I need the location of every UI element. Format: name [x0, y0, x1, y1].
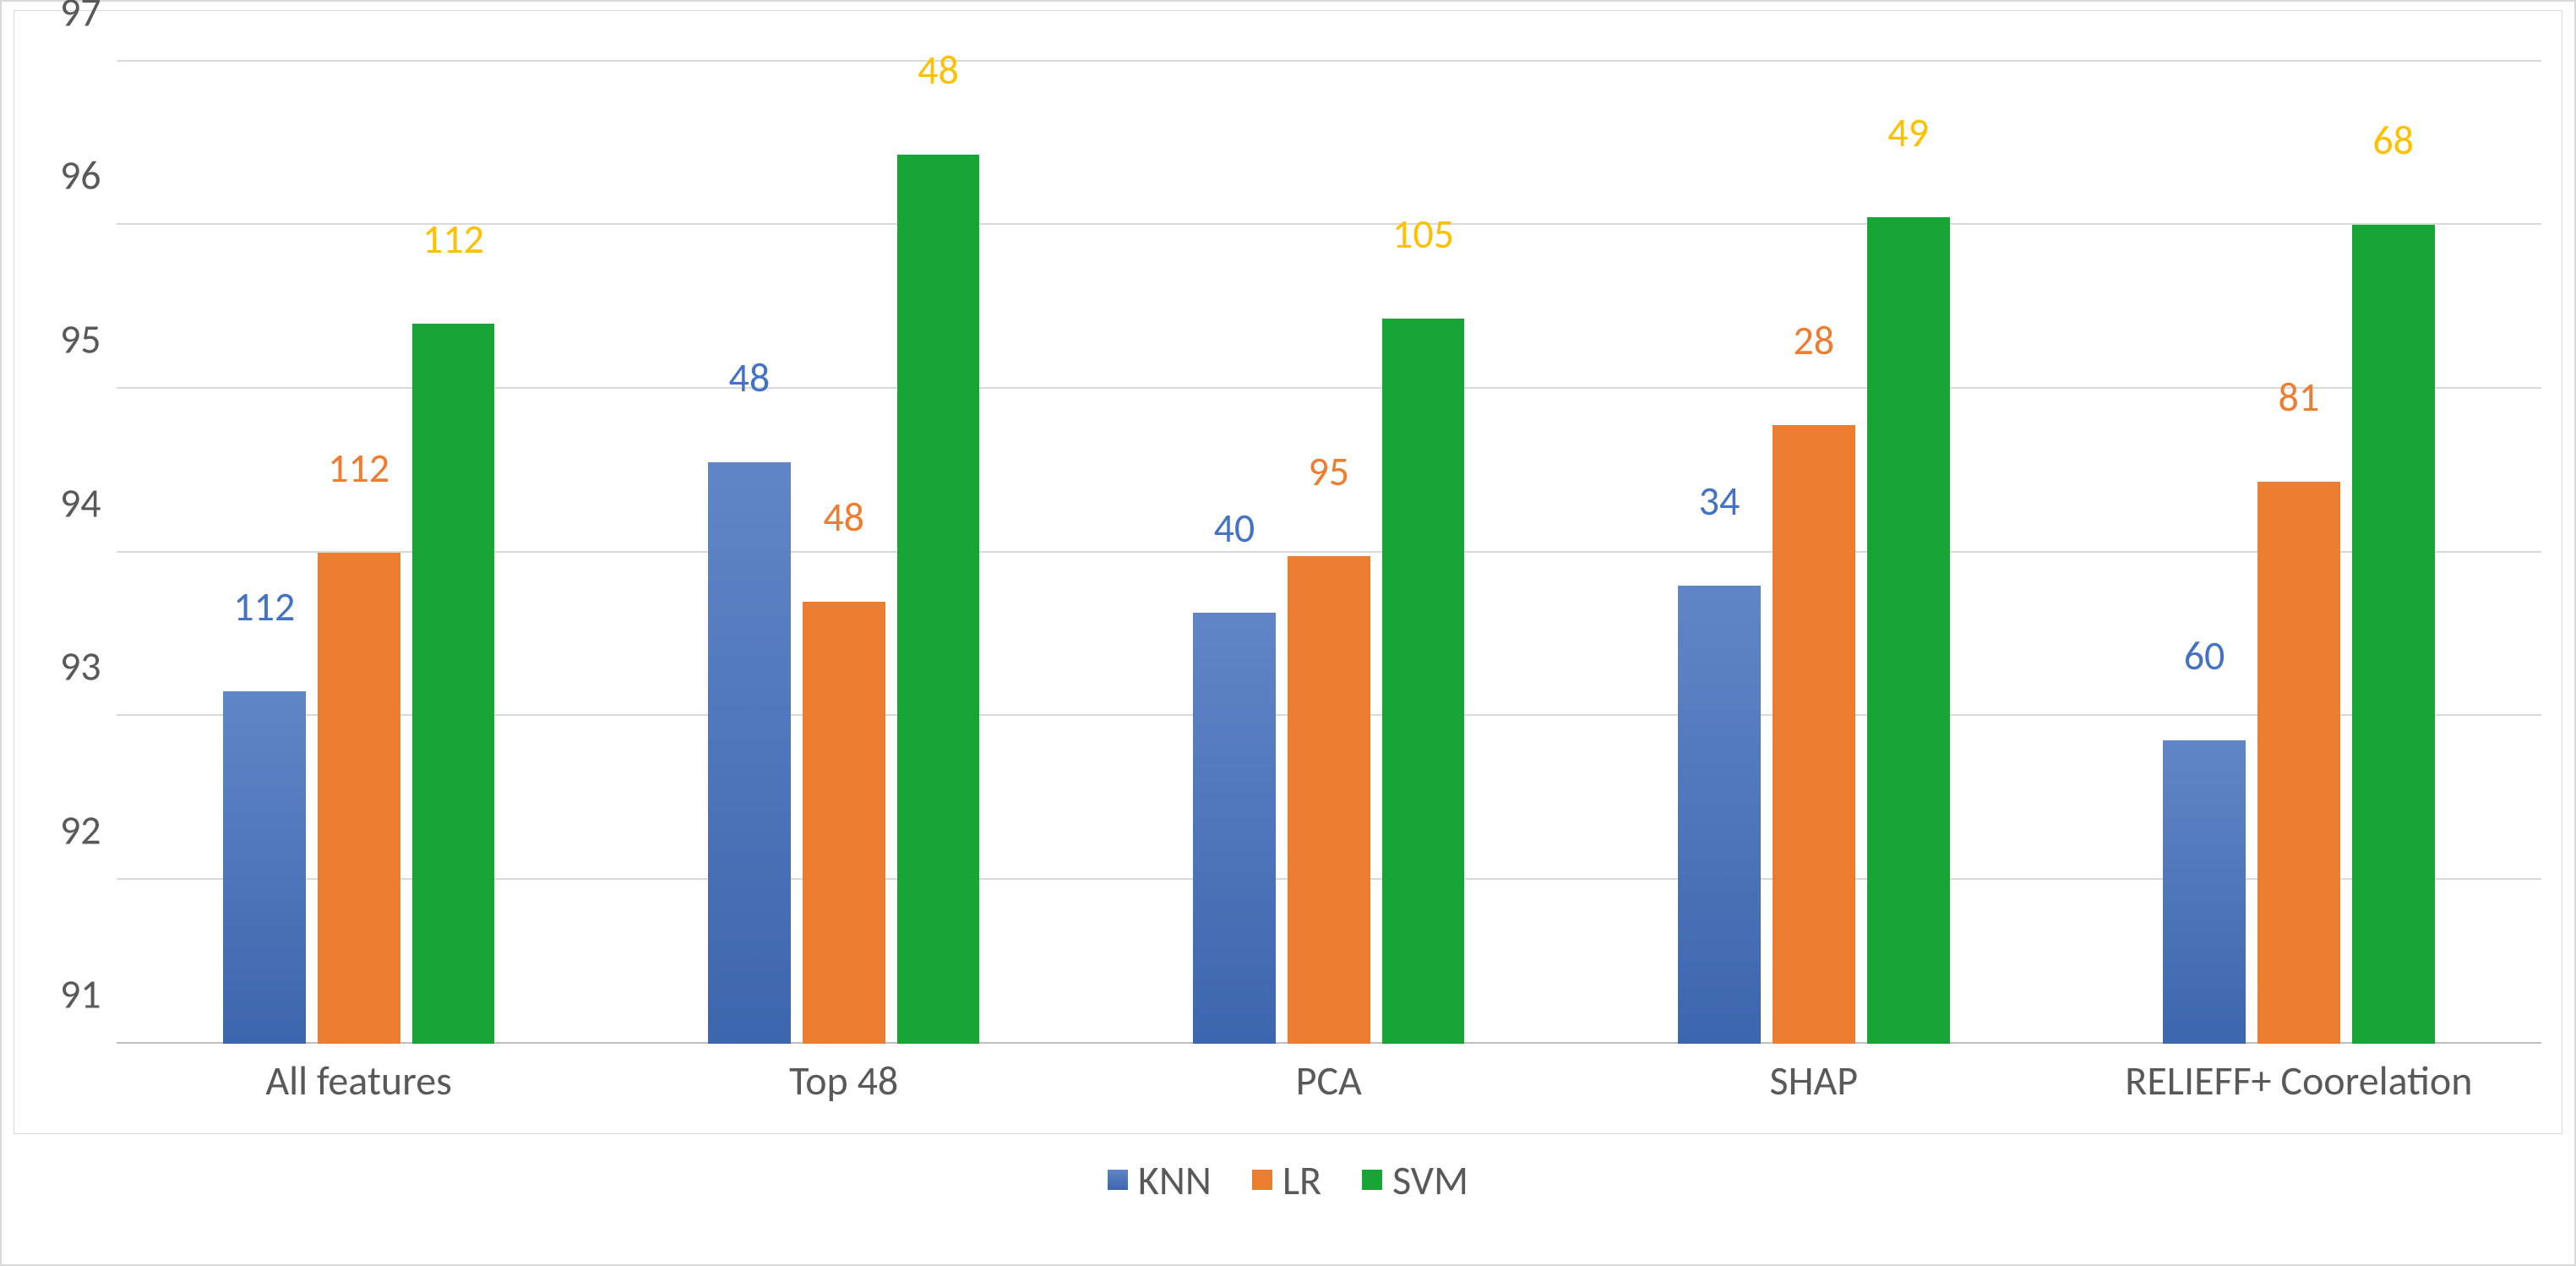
legend-swatch [1362, 1170, 1382, 1190]
data-label: 60 [2184, 630, 2225, 680]
bar-svm [412, 324, 495, 1044]
legend-item: SVM [1362, 1155, 1468, 1205]
data-label: 81 [2279, 372, 2320, 422]
bar-lr [803, 602, 885, 1044]
data-label: 49 [1887, 107, 1929, 157]
legend: KNN LR SVM [14, 1134, 2562, 1225]
bar-knn [223, 691, 306, 1043]
bar-svm [1867, 217, 1950, 1044]
legend-item: LR [1252, 1155, 1321, 1205]
y-tick-label: 97 [60, 0, 117, 36]
bar-knn [1678, 586, 1761, 1044]
legend-label: SVM [1392, 1155, 1468, 1205]
y-tick-label: 94 [60, 477, 117, 527]
bar-svm [2352, 225, 2435, 1043]
y-tick-label: 96 [60, 150, 117, 200]
y-tick-label: 92 [60, 805, 117, 855]
x-tick-label: All features [265, 1044, 452, 1105]
data-label: 95 [1308, 446, 1349, 496]
bar-knn [2163, 740, 2246, 1043]
data-label: 68 [2372, 115, 2414, 165]
data-label: 112 [422, 214, 484, 264]
y-tick-label: 93 [60, 641, 117, 691]
data-label: 48 [823, 492, 864, 542]
plot-frame: 91929394959697All features112112112Top 4… [14, 10, 2562, 1134]
chart-container: 91 92 93 94 95 96 97 All features 112 112 112 Top 4… [0, 0, 2576, 1266]
data-label: 48 [729, 352, 771, 402]
bar-svm [1382, 319, 1465, 1044]
x-tick-label: PCA [1296, 1044, 1362, 1105]
data-label: 112 [233, 581, 295, 631]
bar-svm [897, 155, 980, 1044]
bar-lr [318, 553, 400, 1044]
x-tick-label: SHAP [1770, 1044, 1859, 1105]
data-label: 40 [1214, 503, 1255, 553]
bar-lr [1288, 556, 1370, 1044]
y-tick-label: 91 [60, 969, 117, 1018]
bar-lr [2257, 482, 2340, 1043]
bar-knn [708, 462, 791, 1044]
data-label: 48 [918, 45, 959, 95]
data-label: 112 [328, 443, 389, 493]
x-tick-label: RELIEFF+ Coorelation [2125, 1044, 2472, 1105]
legend-swatch [1252, 1170, 1272, 1190]
plot-area: 91929394959697All features112112112Top 4… [117, 62, 2541, 1044]
legend-swatch [1108, 1170, 1128, 1190]
legend-label: LR [1283, 1155, 1321, 1205]
gridline [117, 60, 2541, 62]
legend-item: KNN [1108, 1155, 1212, 1205]
legend-label: KNN [1138, 1155, 1212, 1205]
bar-lr [1773, 425, 1855, 1044]
x-tick-label: Top 48 [789, 1044, 898, 1105]
bar-knn [1193, 613, 1276, 1043]
y-tick-label: 95 [60, 314, 117, 364]
data-label: 34 [1699, 476, 1740, 526]
data-label: 105 [1392, 209, 1454, 259]
data-label: 28 [1793, 315, 1834, 365]
